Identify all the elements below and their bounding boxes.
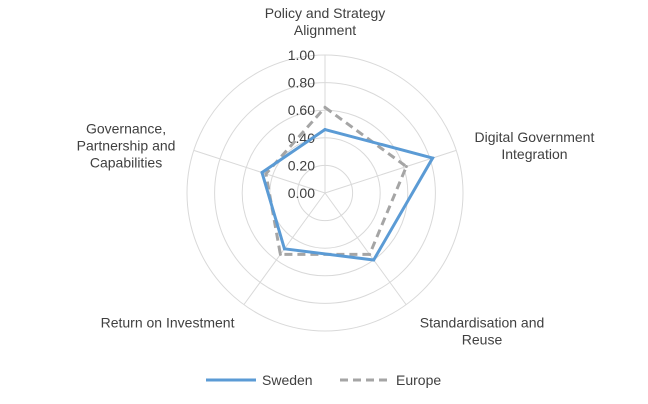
legend-label-sweden: Sweden [262,372,313,388]
category-label-text: Digital Government Integration [475,129,595,162]
legend: Sweden Europe [206,372,441,388]
category-label-line: Governance, [86,120,166,136]
category-label: Governance, Partnership and Capabilities [77,120,176,170]
series [260,105,435,262]
category-label-text: Standardisation and Reuse [420,315,545,348]
category-label-line: Integration [501,146,567,162]
series-sweden-point [282,247,286,251]
category-label: Return on Investment [101,315,235,331]
series-europe-point [368,252,372,256]
series-europe-point [278,252,282,256]
category-label-line: Reuse [462,332,503,348]
axis-spoke [324,192,407,305]
category-label-text: Policy and Strategy Alignment [265,5,386,38]
category-label: Digital Government Integration [475,129,595,162]
tick-label: 0.60 [288,102,315,118]
tick-label: 0.80 [288,75,315,91]
series-sweden-point [372,258,376,262]
category-label-line: Standardisation and [420,315,545,331]
category-labels: Policy and Strategy Alignment Digital Gove… [77,5,595,348]
series-sweden-point [431,156,435,160]
category-label-line: Capabilities [90,154,162,170]
tick-label: 0.00 [288,185,315,201]
series-sweden-point [260,171,264,175]
category-label: Policy and Strategy Alignment [265,5,386,38]
tick-label: 1.00 [288,47,315,63]
axis-spoke [193,149,326,194]
category-label-line: Digital Government [475,129,595,145]
series-sweden-line [260,127,435,262]
category-label-line: Alignment [294,22,356,38]
category-label-line: Partnership and [77,137,176,153]
legend-label-europe: Europe [396,372,441,388]
series-europe-point [264,172,268,176]
category-label-text: Return on Investment [101,315,235,331]
series-europe-point [323,105,327,109]
category-label-line: Policy and Strategy [265,5,386,21]
series-sweden-point [323,128,327,132]
category-label-line: Return on Investment [101,315,235,331]
series-europe-point [404,165,408,169]
tick-label: 0.20 [288,157,315,173]
category-label: Standardisation and Reuse [420,315,545,348]
category-label-text: Governance, Partnership and Capabilities [77,120,176,170]
tick-labels: 0.000.200.400.600.801.00 [288,47,315,201]
axes [193,55,457,305]
